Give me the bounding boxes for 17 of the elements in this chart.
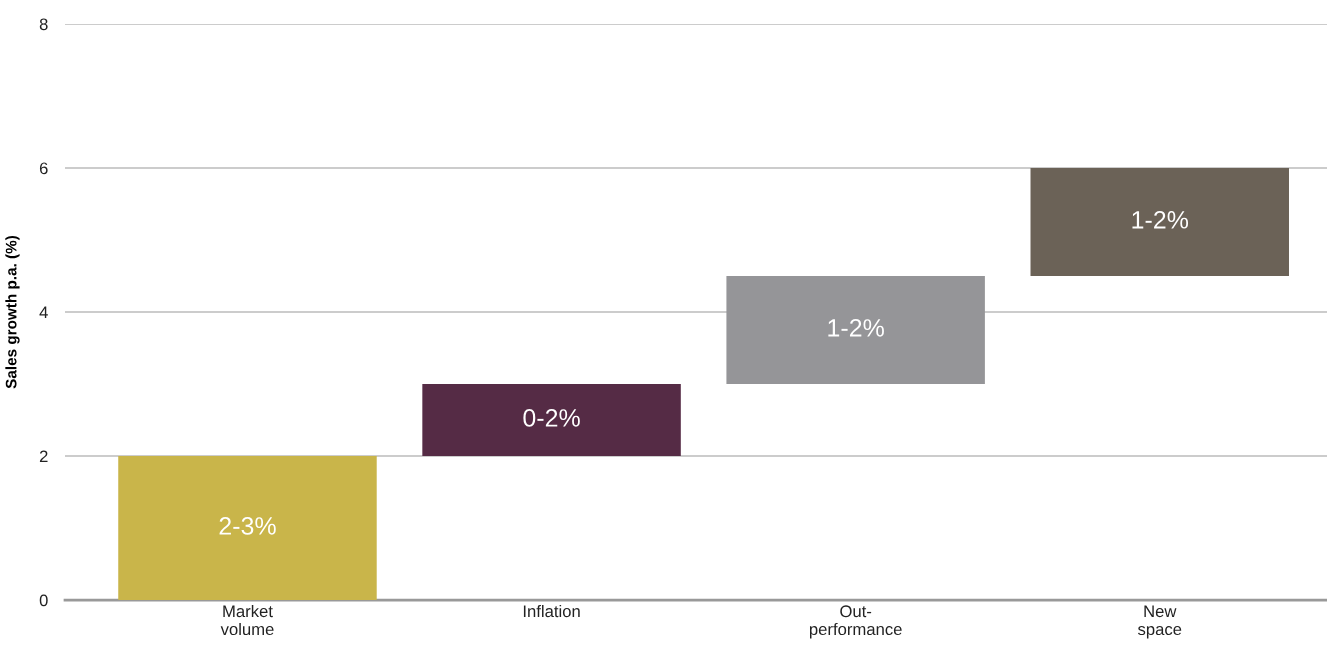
bar <box>1030 168 1289 277</box>
x-tick-label: New space <box>1137 605 1182 639</box>
x-tick-label: Market volume <box>220 604 274 636</box>
y-tick-label: 4 <box>39 306 48 319</box>
y-axis-title: Sales growth p.a. (%) <box>5 235 20 389</box>
annotation: 1-2% <box>828 319 884 337</box>
bar <box>422 384 681 457</box>
annotation: 1-2% <box>1132 211 1189 229</box>
x-tick-label: Inflation <box>523 604 580 618</box>
y-tick-label: 2 <box>39 450 48 463</box>
y-tick-label: 6 <box>39 162 48 175</box>
y-tick-label: 0 <box>39 594 48 607</box>
y-tick-label: 8 <box>39 18 48 31</box>
bar <box>118 456 377 601</box>
annotation: 0-2% <box>523 409 580 427</box>
x-tick-label: Out- performance <box>809 605 902 639</box>
annotation: 2-3% <box>219 517 276 535</box>
